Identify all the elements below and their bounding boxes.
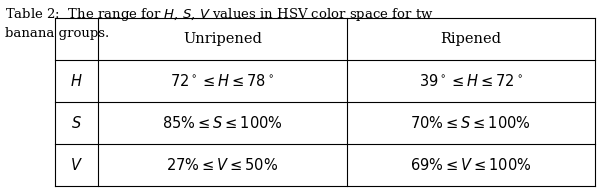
Text: Unripened: Unripened	[183, 32, 262, 46]
Text: $70\% \leq S \leq 100\%$: $70\% \leq S \leq 100\%$	[411, 115, 531, 131]
Text: $27\% \leq V \leq 50\%$: $27\% \leq V \leq 50\%$	[166, 157, 278, 173]
Text: $V$: $V$	[70, 157, 83, 173]
Text: $72^\circ \leq H \leq 78^\circ$: $72^\circ \leq H \leq 78^\circ$	[170, 73, 274, 89]
Text: $69\% \leq V \leq 100\%$: $69\% \leq V \leq 100\%$	[410, 157, 532, 173]
Text: $39^\circ \leq H \leq 72^\circ$: $39^\circ \leq H \leq 72^\circ$	[419, 73, 523, 89]
Text: Table 2:  The range for $H$, $S$, $V$ values in HSV color space for tw: Table 2: The range for $H$, $S$, $V$ val…	[5, 6, 434, 23]
Text: $S$: $S$	[71, 115, 82, 131]
Text: $85\% \leq S \leq 100\%$: $85\% \leq S \leq 100\%$	[162, 115, 283, 131]
Text: Ripened: Ripened	[440, 32, 501, 46]
Text: $H$: $H$	[70, 73, 83, 89]
Text: banana groups.: banana groups.	[5, 27, 109, 40]
